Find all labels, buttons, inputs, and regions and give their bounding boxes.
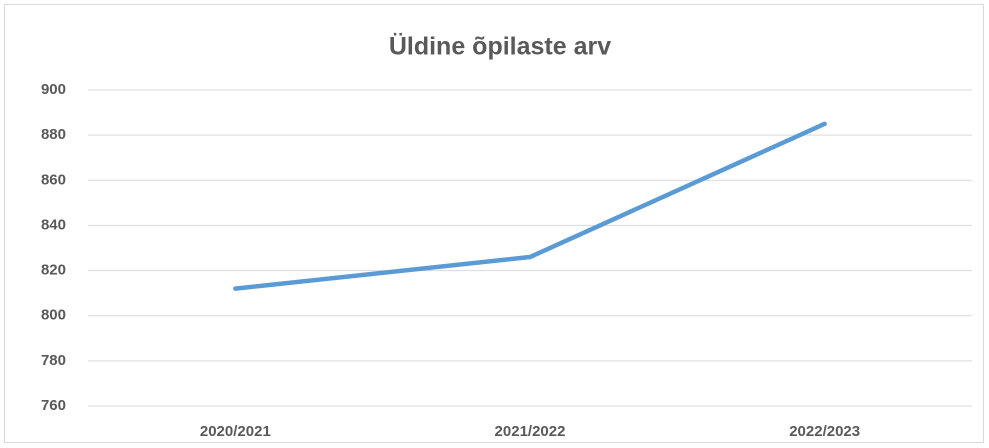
y-tick-label: 800 bbox=[41, 307, 66, 324]
y-tick-label: 860 bbox=[41, 171, 66, 188]
y-tick-label: 760 bbox=[41, 397, 66, 414]
y-tick-label: 840 bbox=[41, 216, 66, 233]
chart-border bbox=[4, 4, 984, 443]
x-tick-label: 2020/2021 bbox=[200, 423, 271, 440]
chart-title: Üldine õpilaste arv bbox=[389, 32, 611, 61]
data-line bbox=[233, 121, 827, 291]
y-tick-label: 880 bbox=[41, 126, 66, 143]
y-tick-label: 780 bbox=[41, 352, 66, 369]
y-tick-label: 900 bbox=[41, 81, 66, 98]
x-tick-label: 2022/2023 bbox=[789, 423, 860, 440]
x-tick-label: 2021/2022 bbox=[495, 423, 566, 440]
y-tick-label: 820 bbox=[41, 262, 66, 279]
